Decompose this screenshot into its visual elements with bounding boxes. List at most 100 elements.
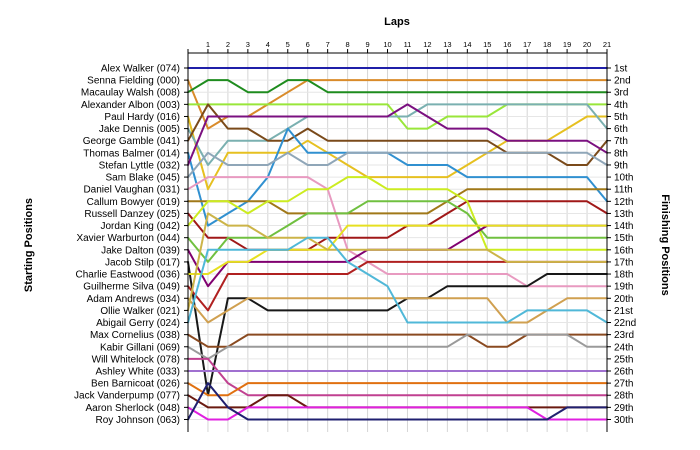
starting-position-label: Roy Johnson (063) <box>96 415 181 426</box>
starting-position-label: Xavier Warburton (044) <box>76 233 180 244</box>
starting-position-label: Paul Hardy (016) <box>104 112 180 123</box>
x-tick-label: 3 <box>246 40 250 49</box>
starting-position-label: Macaulay Walsh (008) <box>81 88 180 99</box>
starting-position-label: Kabir Gillani (069) <box>100 342 180 353</box>
chart-title: Laps <box>384 16 410 28</box>
finishing-position-label: 13th <box>614 209 633 220</box>
starting-position-label: Aaron Sherlock (048) <box>86 403 181 414</box>
starting-position-label: Max Cornelius (038) <box>90 330 180 341</box>
starting-position-label: Ben Barnicoat (026) <box>91 379 180 390</box>
starting-position-label: Jack Vanderpump (077) <box>74 391 180 402</box>
x-tick-label: 20 <box>583 40 591 49</box>
starting-position-label: Senna Fielding (000) <box>87 76 180 87</box>
series-line-18 <box>187 224 608 275</box>
x-tick-label: 5 <box>286 40 290 49</box>
finishing-position-label: 16th <box>614 245 633 256</box>
starting-position-label: Thomas Balmer (014) <box>83 148 180 159</box>
series-lines <box>187 67 608 421</box>
series-line-6 <box>187 103 608 166</box>
series-line-27 <box>187 382 608 397</box>
starting-position-label: Alex Walker (074) <box>101 64 180 75</box>
y-axis-right-title: Finishing Positions <box>659 194 671 295</box>
finishing-position-label: 7th <box>614 136 628 147</box>
series-line-23 <box>187 333 608 348</box>
finishing-position-label: 2nd <box>614 76 631 87</box>
x-tick-label: 7 <box>326 40 330 49</box>
finishing-position-label: 28th <box>614 391 633 402</box>
starting-position-label: Charlie Eastwood (036) <box>76 270 181 281</box>
x-tick-label: 13 <box>443 40 451 49</box>
finishing-position-label: 8th <box>614 148 628 159</box>
finishing-position-label: 15th <box>614 233 633 244</box>
series-line-3 <box>187 79 608 94</box>
finishing-position-label: 23rd <box>614 330 634 341</box>
x-tick-label: 17 <box>523 40 531 49</box>
x-tick-label: 9 <box>365 40 369 49</box>
y-axis-left-title: Starting Positions <box>23 198 35 292</box>
series-line-17 <box>187 260 608 397</box>
series-line-14 <box>187 176 608 251</box>
x-tick-label: 14 <box>463 40 471 49</box>
starting-position-label: Russell Danzey (025) <box>84 209 180 220</box>
starting-position-label: Jacob Stilp (017) <box>105 257 180 268</box>
starting-position-label: Alexander Albon (003) <box>81 100 180 111</box>
finishing-position-label: 11th <box>614 185 633 196</box>
series-line-21 <box>187 212 608 312</box>
x-tick-label: 2 <box>226 40 230 49</box>
series-line-9 <box>187 103 608 166</box>
x-tick-label: 21 <box>603 40 611 49</box>
x-tick-label: 10 <box>383 40 391 49</box>
series-line-7 <box>187 103 608 166</box>
starting-position-label: Jordan King (042) <box>101 221 181 232</box>
x-tick-label: 16 <box>503 40 511 49</box>
series-line-16 <box>187 224 608 288</box>
starting-position-label: Daniel Vaughan (031) <box>83 185 180 196</box>
finishing-position-label: 6th <box>614 124 628 135</box>
starting-position-label: Jake Dennis (005) <box>99 124 180 135</box>
finishing-position-label: 5th <box>614 112 628 123</box>
series-line-8 <box>187 127 608 227</box>
starting-position-label: Ashley White (033) <box>96 367 180 378</box>
finishing-position-label: 3rd <box>614 88 628 99</box>
series-line-24 <box>187 333 608 360</box>
finishing-position-label: 30th <box>614 415 633 426</box>
finishing-position-label: 10th <box>614 173 633 184</box>
series-line-30 <box>187 382 608 421</box>
starting-position-label: Ollie Walker (021) <box>100 306 180 317</box>
finishing-position-label: 18th <box>614 270 633 281</box>
x-tick-label: 8 <box>346 40 350 49</box>
x-tick-label: 15 <box>483 40 491 49</box>
x-tick-label: 6 <box>306 40 310 49</box>
series-line-11 <box>187 176 608 288</box>
starting-position-label: Stefan Lyttle (032) <box>99 160 180 171</box>
series-line-12 <box>187 188 608 215</box>
series-line-22 <box>187 236 608 324</box>
finishing-position-label: 24th <box>614 342 633 353</box>
finishing-position-label: 9th <box>614 160 628 171</box>
finishing-position-label: 20th <box>614 294 633 305</box>
finishing-position-label: 19th <box>614 282 633 293</box>
finishing-position-label: 21st <box>614 306 633 317</box>
finishing-position-label: 29th <box>614 403 633 414</box>
x-tick-label: 1 <box>206 40 210 49</box>
x-tick-label: 4 <box>266 40 270 49</box>
series-line-10 <box>187 151 608 179</box>
starting-position-label: Abigail Gerry (024) <box>96 318 180 329</box>
starting-position-label: Sam Blake (045) <box>106 173 180 184</box>
x-tick-label: 19 <box>563 40 571 49</box>
finishing-position-label: 14th <box>614 221 633 232</box>
finishing-position-label: 27th <box>614 379 633 390</box>
x-tick-label: 12 <box>423 40 431 49</box>
starting-position-label: Jake Dalton (039) <box>101 245 180 256</box>
series-line-29 <box>187 406 608 421</box>
x-tick-label: 11 <box>404 40 412 49</box>
finishing-position-label: 4th <box>614 100 628 111</box>
starting-position-label: George Gamble (041) <box>83 136 180 147</box>
series-line-15 <box>187 200 608 263</box>
starting-position-label: Guilherme Silva (049) <box>83 282 180 293</box>
series-line-25 <box>187 357 608 397</box>
starting-position-label: Adam Andrews (034) <box>87 294 180 305</box>
finishing-position-label: 12th <box>614 197 633 208</box>
